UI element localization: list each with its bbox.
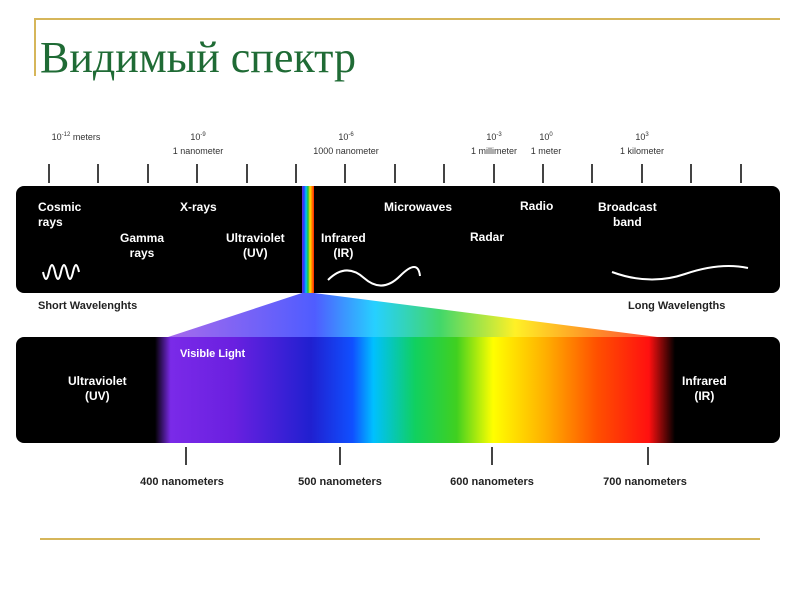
visible-gradient <box>155 337 675 443</box>
visible-ir-label: Infrared (IR) <box>682 374 727 403</box>
scale-tick <box>492 164 495 183</box>
label-microwaves: Microwaves <box>384 200 453 214</box>
scale-label: 10-3 1 millimeter <box>470 132 518 156</box>
short-wave-icon <box>42 264 80 280</box>
label-gamma-rays: Gamma rays <box>120 231 165 260</box>
nm-tick <box>491 447 493 465</box>
scale-tick <box>640 164 643 183</box>
label-radio: Radio <box>520 199 554 213</box>
scale-tick <box>344 164 347 183</box>
scale-label: 10-12 meters <box>51 132 101 142</box>
label-x-rays: X-rays <box>180 200 217 214</box>
scale-label: 100 1 meter <box>530 132 562 156</box>
scale-tick <box>196 164 199 183</box>
long-wave-icon <box>611 265 749 281</box>
visible-uv-label: Ultraviolet (UV) <box>68 374 127 403</box>
nm-label-400: 400 nanometers <box>140 476 224 488</box>
label-broadcast-band: Broadcast band <box>598 200 657 229</box>
top-rule <box>34 18 780 20</box>
nm-label-500: 500 nanometers <box>298 476 382 488</box>
scale-label: 10-6 1000 nanometer <box>313 132 379 156</box>
scale-tick <box>245 164 248 183</box>
scale-label: 103 1 kilometer <box>619 132 665 156</box>
scale-tick <box>591 164 594 183</box>
scale-label: 10-9 1 nanometer <box>172 132 224 156</box>
medium-wave-icon <box>327 266 421 287</box>
scale-tick <box>443 164 446 183</box>
short-wavelengths-label: Short Wavelenghts <box>38 300 138 312</box>
scale-tick <box>48 164 50 183</box>
label-infrared: Infrared (IR) <box>321 231 366 260</box>
label-cosmic-rays: Cosmic rays <box>38 200 82 229</box>
long-wavelengths-label: Long Wavelengths <box>628 300 726 312</box>
visible-strip <box>302 186 314 293</box>
visible-light-label: Visible Light <box>180 348 246 360</box>
label-radar: Radar <box>470 230 505 244</box>
left-rule <box>34 18 36 76</box>
label-ultraviolet: Ultraviolet (UV) <box>226 231 285 260</box>
scale-tick <box>295 164 297 183</box>
page-title: Видимый спектр <box>40 33 356 82</box>
spectrum-fan <box>165 293 665 338</box>
nm-tick <box>647 447 649 465</box>
nm-tick <box>185 447 187 465</box>
em-spectrum-band <box>16 186 780 293</box>
scale-tick <box>97 164 100 183</box>
scale-tick <box>542 164 544 183</box>
nm-label-700: 700 nanometers <box>603 476 687 488</box>
nm-tick <box>339 447 341 465</box>
scale-tick <box>690 164 693 183</box>
bottom-rule <box>40 538 760 540</box>
scale-tick <box>393 164 396 183</box>
scale-tick <box>739 164 742 183</box>
nm-label-600: 600 nanometers <box>450 476 534 488</box>
scale-tick <box>146 164 149 183</box>
